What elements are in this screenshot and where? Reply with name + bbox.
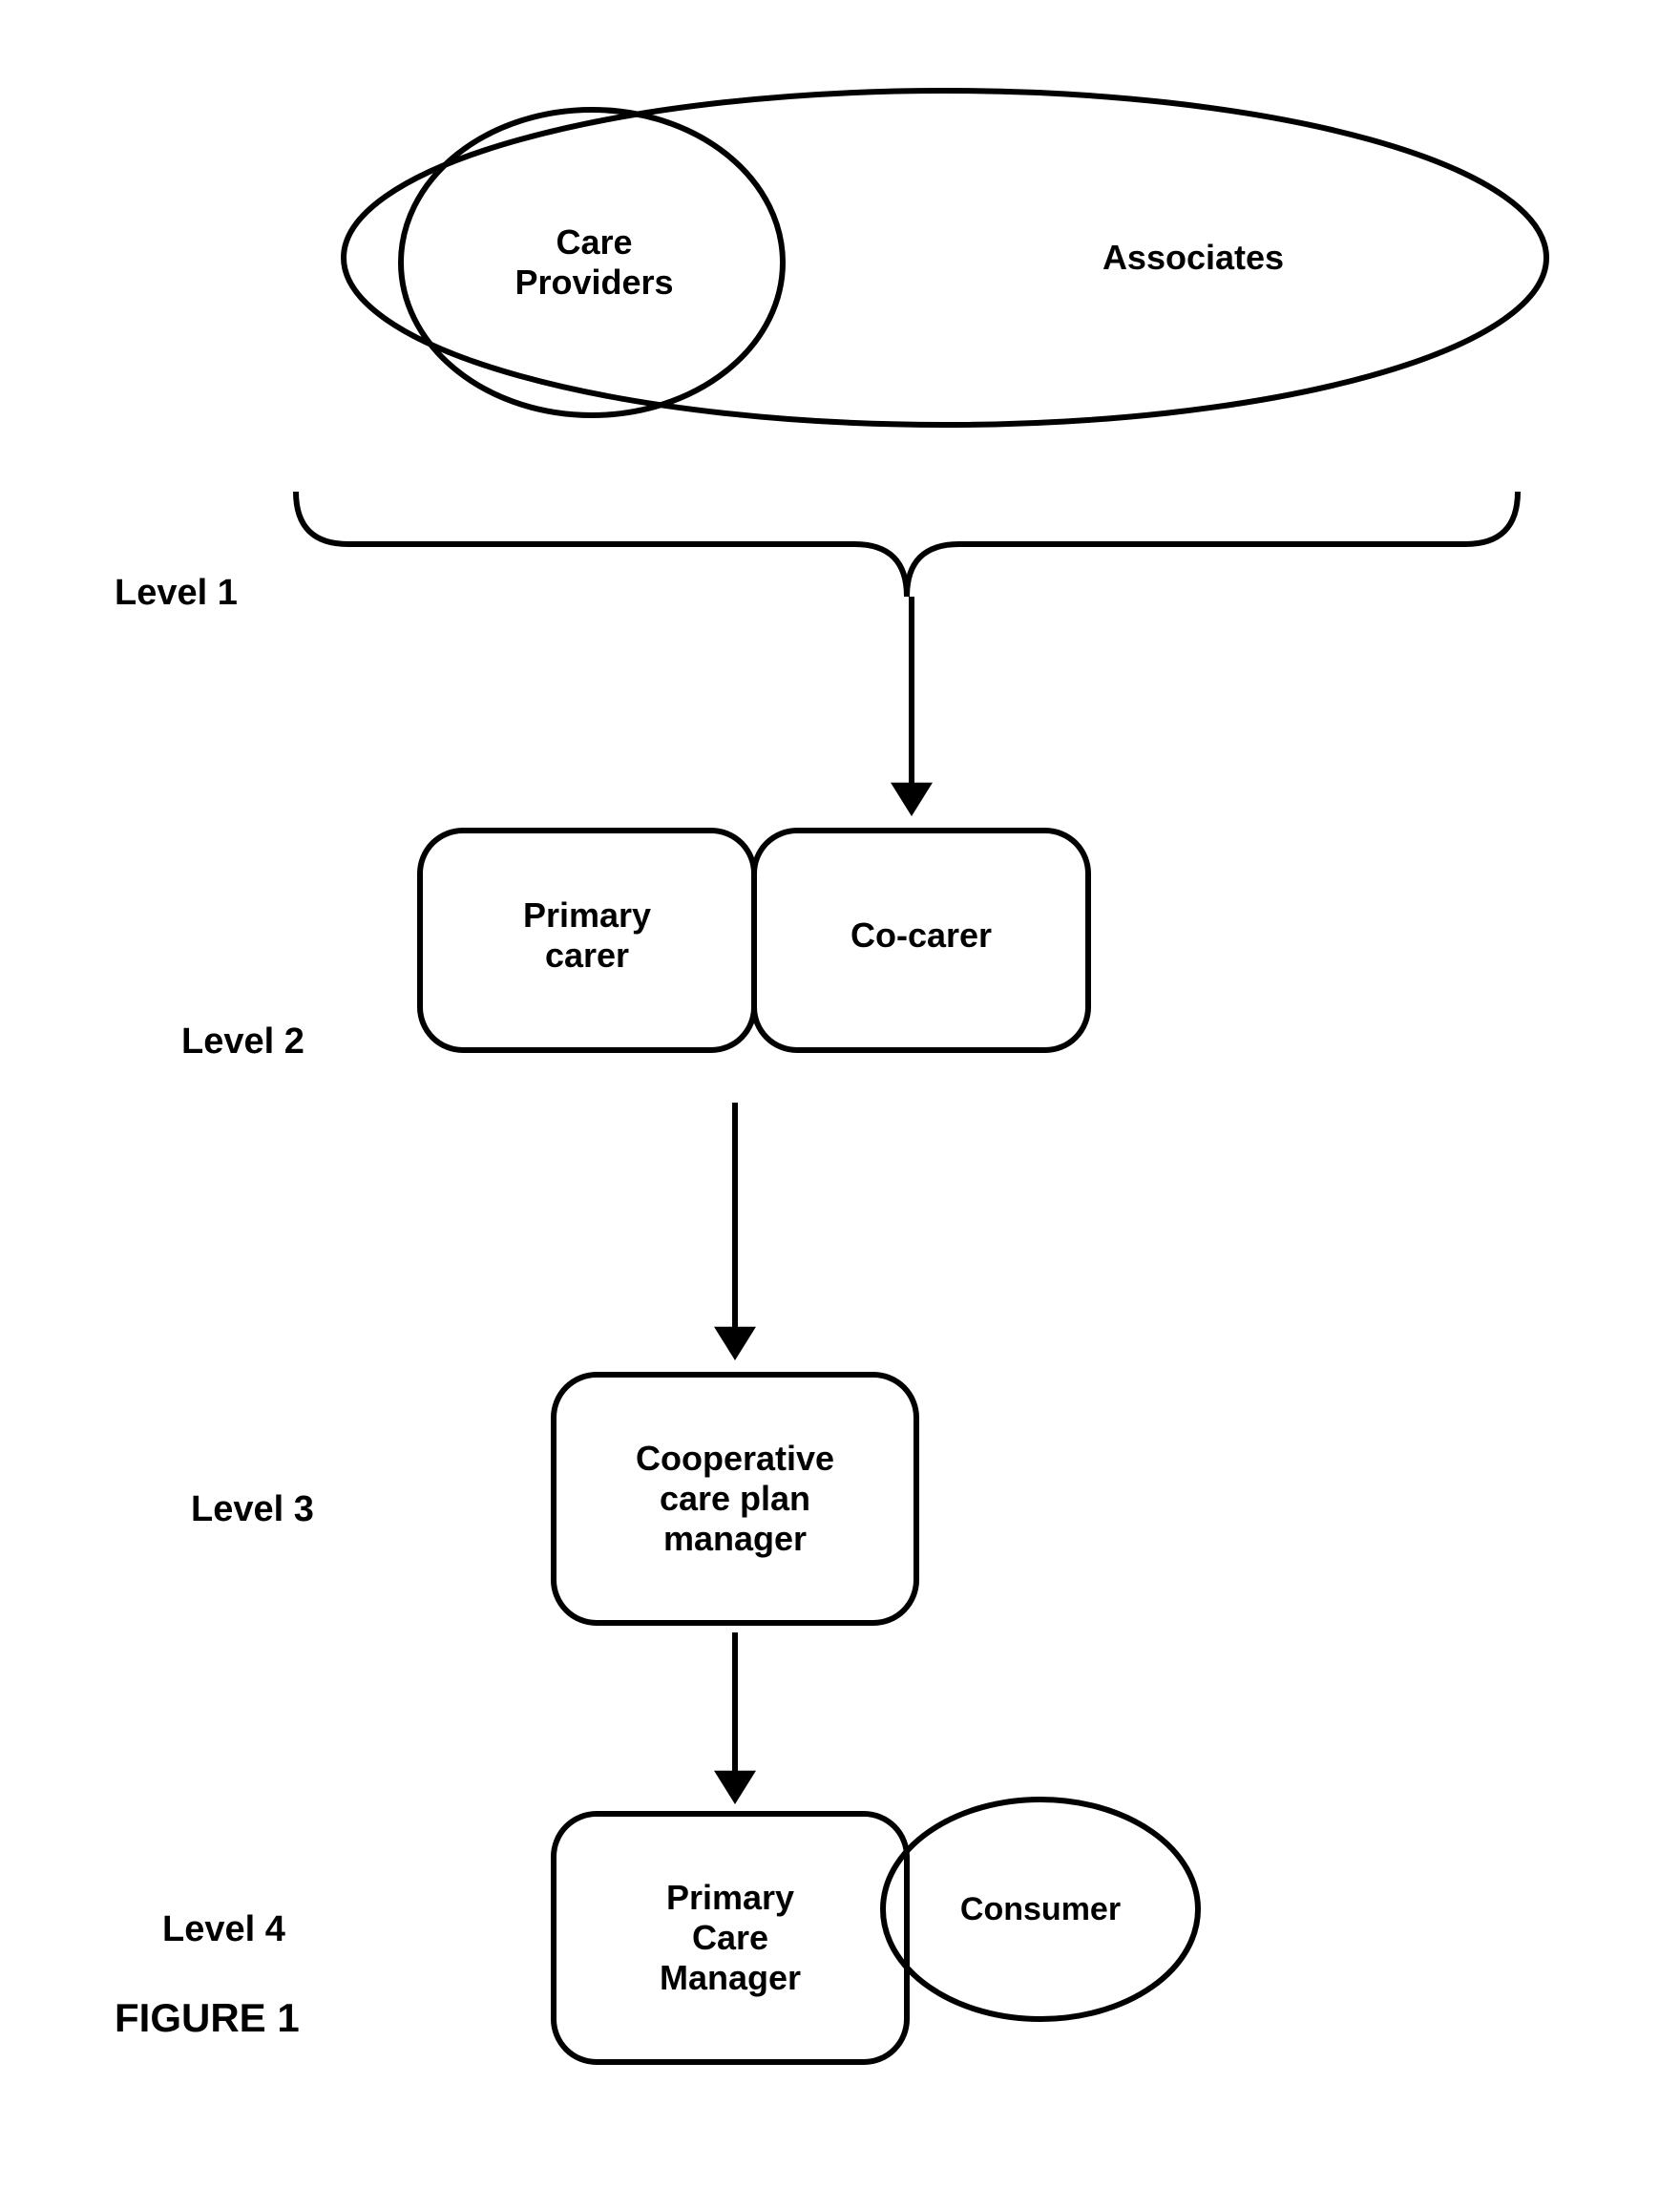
node-consumer-text: Consumer — [945, 1890, 1136, 1928]
level-4-label: Level 4 — [162, 1909, 285, 1950]
node-coop-manager-text: Cooperative care plan manager — [582, 1422, 888, 1575]
node-care-providers-text: Care Providers — [496, 220, 692, 305]
figure-label: FIGURE 1 — [115, 1995, 300, 2041]
node-associates-text: Associates — [1050, 239, 1336, 277]
level-3-label: Level 3 — [191, 1489, 314, 1530]
node-primary-carer-text: Primary carer — [458, 888, 716, 983]
node-co-carer-text: Co-carer — [792, 912, 1050, 959]
node-primary-care-manager-text: Primary Care Manager — [582, 1862, 878, 2014]
level-1-label: Level 1 — [115, 573, 238, 614]
diagram-canvas: Level 1 Level 2 Level 3 Level 4 FIGURE 1… — [0, 0, 1680, 2210]
level-2-label: Level 2 — [181, 1021, 304, 1063]
